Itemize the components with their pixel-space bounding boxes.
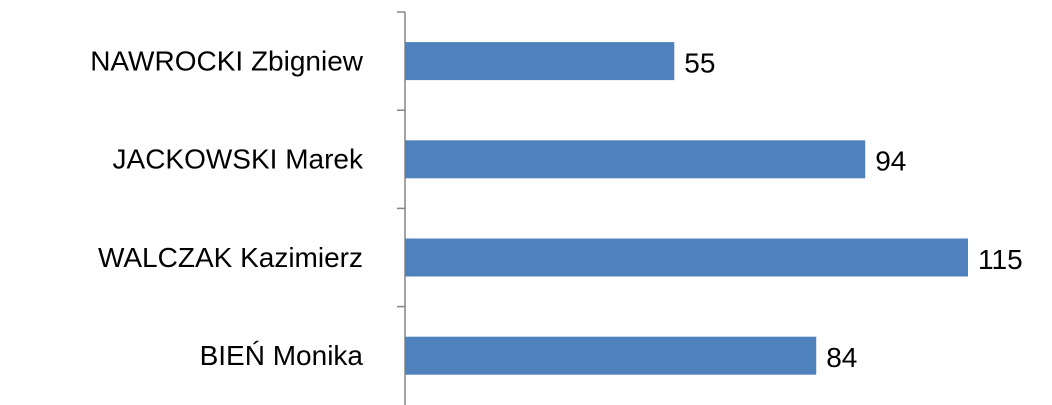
y-tick-label: NAWROCKI Zbigniew bbox=[90, 45, 364, 76]
bar bbox=[405, 336, 817, 375]
bar bbox=[405, 140, 866, 179]
data-label: 115 bbox=[978, 244, 1023, 275]
y-tick-label: WALCZAK Kazimierz bbox=[98, 242, 363, 273]
data-label: 94 bbox=[875, 146, 906, 177]
bar bbox=[405, 42, 675, 81]
bar bbox=[405, 238, 968, 277]
data-label: 84 bbox=[826, 342, 857, 373]
y-tick-label: JACKOWSKI Marek bbox=[113, 144, 364, 175]
data-label: 55 bbox=[684, 47, 715, 78]
y-tick-label: BIEŃ Monika bbox=[200, 340, 364, 371]
